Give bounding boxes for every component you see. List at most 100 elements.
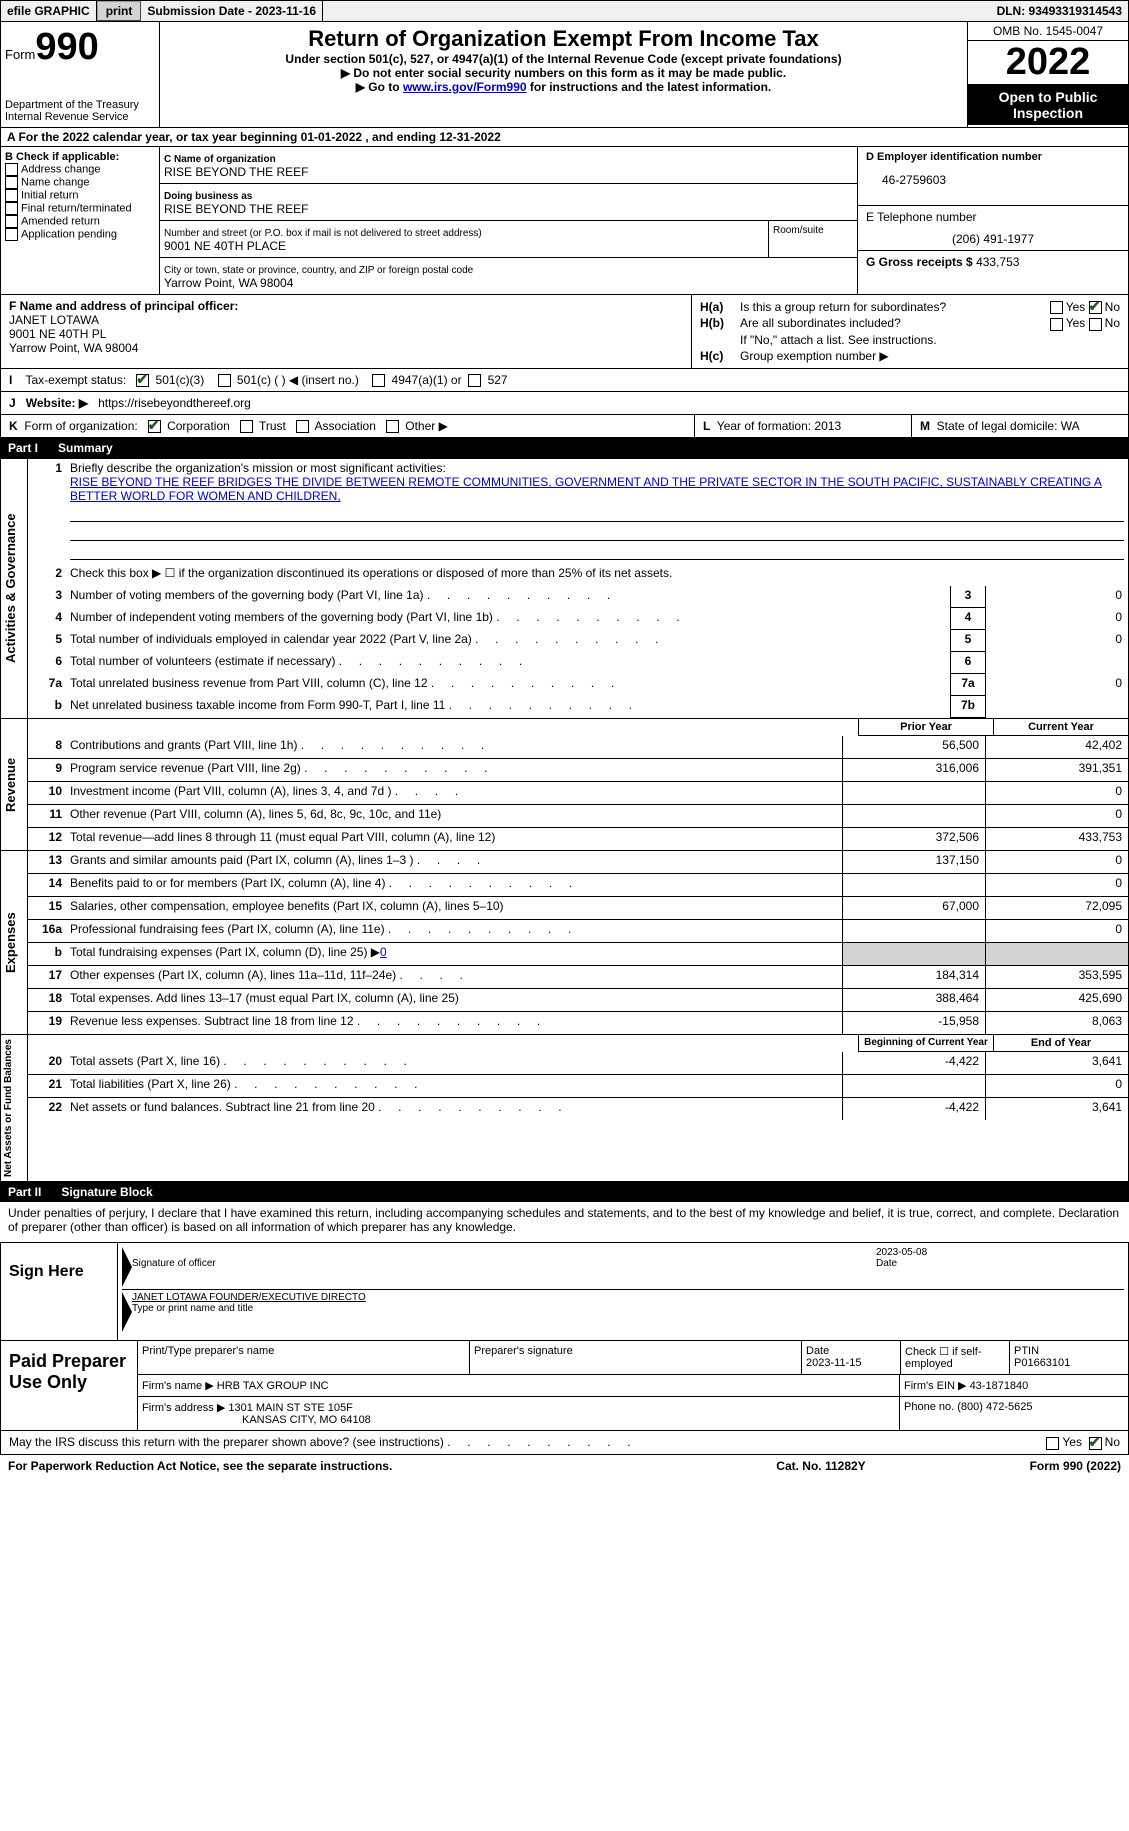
top-toolbar: efile GRAPHIC print Submission Date - 20… — [0, 0, 1129, 22]
checkbox-hb-yes[interactable] — [1050, 318, 1063, 331]
line-4: Number of independent voting members of … — [66, 608, 950, 630]
irs-label: Internal Revenue Service — [5, 111, 155, 123]
line-22: Net assets or fund balances. Subtract li… — [66, 1098, 842, 1120]
section-fh: F Name and address of principal officer:… — [0, 295, 1129, 369]
city-state-zip: Yarrow Point, WA 98004 — [164, 276, 293, 290]
state-domicile: WA — [1061, 419, 1080, 433]
h-b-label: H(b) — [700, 316, 740, 330]
row-j: J Website: ▶ https://risebeyondthereef.o… — [0, 392, 1129, 415]
line-3: Number of voting members of the governin… — [66, 586, 950, 608]
org-name-label: C Name of organization — [164, 154, 276, 165]
line-14: Benefits paid to or for members (Part IX… — [66, 874, 842, 896]
h-a-label: H(a) — [700, 300, 740, 314]
signature-date: 2023-05-08 — [876, 1247, 927, 1258]
checkbox-discuss-no[interactable] — [1089, 1437, 1102, 1450]
checkbox-501c3[interactable] — [136, 374, 149, 387]
checkbox-trust[interactable] — [240, 420, 253, 433]
box-d: D Employer identification number 46-2759… — [857, 147, 1128, 294]
line-19: Revenue less expenses. Subtract line 18 … — [66, 1012, 842, 1034]
checkbox-corporation[interactable] — [148, 420, 161, 433]
ein-label: D Employer identification number — [858, 147, 1128, 167]
discuss-row: May the IRS discuss this return with the… — [0, 1431, 1129, 1454]
efile-label: efile GRAPHIC — [1, 1, 97, 21]
begin-year-header: Beginning of Current Year — [858, 1035, 993, 1052]
h-c-label: H(c) — [700, 349, 740, 363]
line-13: Grants and similar amounts paid (Part IX… — [66, 851, 842, 873]
checkbox-final-return[interactable] — [5, 202, 18, 215]
checkbox-ha-no[interactable] — [1089, 301, 1102, 314]
checkbox-discuss-yes[interactable] — [1046, 1437, 1059, 1450]
line-3-val: 0 — [985, 586, 1128, 608]
officer-city: Yarrow Point, WA 98004 — [9, 341, 138, 355]
dba-label: Doing business as — [164, 191, 252, 202]
line-7b-val — [985, 696, 1128, 718]
checkbox-hb-no[interactable] — [1089, 318, 1102, 331]
form-title: Return of Organization Exempt From Incom… — [164, 26, 963, 52]
checkbox-527[interactable] — [468, 374, 481, 387]
dba-name: RISE BEYOND THE REEF — [164, 202, 308, 216]
line-12: Total revenue—add lines 8 through 11 (mu… — [66, 828, 842, 850]
checkbox-association[interactable] — [296, 420, 309, 433]
firm-phone: (800) 472-5625 — [957, 1401, 1032, 1413]
checkbox-name-change[interactable] — [5, 176, 18, 189]
preparer-signature-label: Preparer's signature — [470, 1341, 802, 1374]
line-4-val: 0 — [985, 608, 1128, 630]
form-word: Form — [5, 47, 35, 62]
instruction-1: ▶ Do not enter social security numbers o… — [164, 66, 963, 80]
line-2: Check this box ▶ ☐ if the organization d… — [66, 564, 1128, 586]
checkbox-501c[interactable] — [218, 374, 231, 387]
sign-here-block: Sign Here Signature of officer 2023-05-0… — [0, 1242, 1129, 1341]
page-footer: For Paperwork Reduction Act Notice, see … — [0, 1455, 1129, 1477]
line-5-val: 0 — [985, 630, 1128, 652]
catalog-number: Cat. No. 11282Y — [721, 1459, 921, 1473]
checkbox-other[interactable] — [386, 420, 399, 433]
self-employed-check: Check ☐ if self-employed — [901, 1341, 1010, 1374]
checkbox-initial-return[interactable] — [5, 189, 18, 202]
line-6: Total number of volunteers (estimate if … — [66, 652, 950, 674]
line-20: Total assets (Part X, line 16) — [66, 1052, 842, 1074]
ein-value: 46-2759603 — [858, 167, 1128, 205]
line-21: Total liabilities (Part X, line 26) — [66, 1075, 842, 1097]
box-b-label: B Check if applicable: — [5, 151, 119, 163]
irs-link[interactable]: www.irs.gov/Form990 — [403, 80, 527, 94]
tax-year: 2022 — [968, 41, 1128, 84]
open-inspection-badge: Open to Public Inspection — [968, 84, 1128, 125]
checkbox-application-pending[interactable] — [5, 228, 18, 241]
expenses-label: Expenses — [1, 851, 28, 1034]
box-f: F Name and address of principal officer:… — [1, 295, 692, 368]
street-label: Number and street (or P.O. box if mail i… — [164, 228, 482, 239]
arrow-icon — [122, 1292, 132, 1332]
end-year-header: End of Year — [993, 1035, 1128, 1052]
row-a-tax-year: A For the 2022 calendar year, or tax yea… — [0, 128, 1129, 147]
checkbox-address-change[interactable] — [5, 163, 18, 176]
checkbox-ha-yes[interactable] — [1050, 301, 1063, 314]
omb-number: OMB No. 1545-0047 — [968, 22, 1128, 41]
phone-value: (206) 491-1977 — [858, 228, 1128, 250]
box-b: B Check if applicable: Address change Na… — [1, 147, 160, 294]
net-assets-label: Net Assets or Fund Balances — [1, 1035, 28, 1181]
form-number: 990 — [35, 26, 98, 68]
checkbox-4947[interactable] — [372, 374, 385, 387]
mission-statement: RISE BEYOND THE REEF BRIDGES THE DIVIDE … — [70, 475, 1102, 503]
part-2-header: Part II Signature Block — [0, 1182, 1129, 1202]
firm-ein: 43-1871840 — [970, 1380, 1029, 1392]
line-1-label: Briefly describe the organization's miss… — [70, 461, 446, 475]
part-1-header: Part I Summary — [0, 438, 1129, 458]
h-b-text: Are all subordinates included? — [740, 316, 1050, 330]
line-7a: Total unrelated business revenue from Pa… — [66, 674, 950, 696]
line-9: Program service revenue (Part VIII, line… — [66, 759, 842, 781]
street-address: 9001 NE 40TH PLACE — [164, 239, 286, 253]
line-7b: Net unrelated business taxable income fr… — [66, 696, 950, 718]
form-footer-label: Form 990 (2022) — [921, 1459, 1121, 1473]
year-formation: 2013 — [814, 419, 841, 433]
line-7a-val: 0 — [985, 674, 1128, 696]
sign-here-label: Sign Here — [1, 1243, 118, 1340]
line-16b: Total fundraising expenses (Part IX, col… — [66, 943, 842, 965]
checkbox-amended-return[interactable] — [5, 215, 18, 228]
firm-address-1: 1301 MAIN ST STE 105F — [228, 1402, 353, 1414]
part-1-summary: Activities & Governance 1 Briefly descri… — [0, 458, 1129, 1182]
box-h: H(a) Is this a group return for subordin… — [692, 295, 1128, 368]
section-bcd: B Check if applicable: Address change Na… — [0, 147, 1129, 295]
current-year-header: Current Year — [993, 719, 1128, 736]
print-button[interactable]: print — [97, 1, 142, 21]
